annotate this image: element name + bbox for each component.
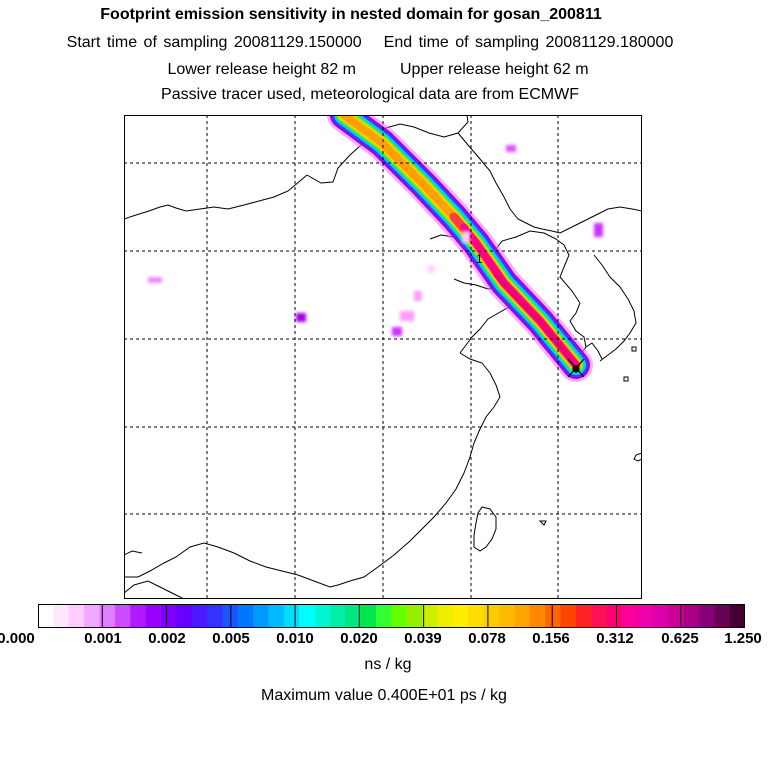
colorbar-segment — [468, 604, 485, 628]
colorbar-segment — [160, 604, 177, 628]
colorbar-segment — [529, 604, 546, 628]
sampling-time-line: Start time of sampling 20081129.150000 En… — [0, 34, 754, 52]
colorbar-segment — [637, 604, 654, 628]
colorbar-segment — [652, 604, 669, 628]
colorbar-segment — [483, 604, 500, 628]
small-islands-4 — [538, 520, 547, 526]
spot — [296, 313, 306, 322]
colorbar-segment — [268, 604, 285, 628]
colorbar-segment — [38, 604, 54, 628]
colorbar-segment — [237, 604, 254, 628]
colorbar-segment — [668, 604, 685, 628]
lat-lon-grid — [124, 115, 642, 599]
colorbar-segment — [53, 604, 70, 628]
colorbar-segment — [575, 604, 592, 628]
colorbar-segment — [452, 604, 469, 628]
plot-title: Footprint emission sensitivity in nested… — [100, 6, 602, 23]
colorbar-segment — [191, 604, 208, 628]
hainan-border — [124, 550, 143, 556]
colorbar-segment — [176, 604, 193, 628]
colorbar-tick-label: 0.312 — [596, 630, 634, 647]
colorbar-segment — [560, 604, 577, 628]
spot — [462, 231, 470, 243]
spot — [428, 265, 434, 273]
colorbar-segment — [207, 604, 224, 628]
small-islands-1 — [623, 376, 629, 382]
west-mongolia-border — [124, 174, 308, 220]
footprint-plume — [327, 115, 593, 382]
colorbar-segment — [99, 604, 116, 628]
colorbar-segment — [84, 604, 101, 628]
footprint-map: 1 — [124, 115, 642, 599]
colorbar-segment — [437, 604, 454, 628]
colorbar-tick-label: 0.000 — [0, 630, 35, 647]
south-coast — [124, 542, 339, 588]
release-site-marker — [567, 358, 585, 378]
korea-west-coast — [585, 342, 603, 360]
colorbar-tick-label: 0.625 — [661, 630, 699, 647]
start-time-label: Start time of sampling 20081129.150000 — [66, 34, 362, 51]
colorbar-segment — [130, 604, 147, 628]
end-time-label: End time of sampling 20081129.180000 — [383, 34, 674, 51]
colorbar-segment — [330, 604, 346, 628]
colorbar-tick-label: 1.250 — [724, 630, 762, 647]
korea-east-coast — [593, 254, 637, 362]
colorbar-tick-label: 0.002 — [148, 630, 186, 647]
northeast-border — [457, 132, 642, 234]
colorbar-segment — [345, 604, 362, 628]
spot — [506, 145, 516, 152]
small-islands-2 — [631, 346, 637, 352]
colorbar-segment — [729, 604, 745, 628]
colorbar-segment — [714, 604, 731, 628]
maximum-value-label: Maximum value 0.400E+01 ps / kg — [261, 687, 507, 704]
inland-border-sw — [124, 580, 185, 599]
scattered-sensitivity-spots — [148, 145, 603, 336]
lower-release-height-label: Lower release height 82 m — [167, 61, 356, 78]
colorbar-segment — [68, 604, 85, 628]
colorbar-segment — [422, 604, 439, 628]
release-height-line: Lower release height 82 m Upper release h… — [0, 61, 762, 79]
colorbar-segment — [391, 604, 408, 628]
colorbar-segment — [514, 604, 531, 628]
spot — [414, 291, 422, 301]
colorbar-segment — [499, 604, 516, 628]
colorbar-tick-label: 0.039 — [404, 630, 442, 647]
spot — [392, 327, 402, 336]
spot — [400, 311, 414, 321]
small-islands-3 — [633, 452, 642, 462]
colorbar-segment — [376, 604, 393, 628]
colorbar-segment — [698, 604, 715, 628]
colorbar-tick-label: 0.156 — [532, 630, 570, 647]
colorbar-segment — [683, 604, 700, 628]
colorbar-tick-label: 0.010 — [276, 630, 314, 647]
colorbar-segment — [114, 604, 131, 628]
colorbar-tick-label: 0.005 — [212, 630, 250, 647]
colorbar-segment — [622, 604, 639, 628]
release-marker-label: 1 — [476, 252, 483, 266]
colorbar-segment — [545, 604, 562, 628]
upper-release-height-label: Upper release height 62 m — [400, 61, 589, 78]
colorbar-segment — [283, 604, 300, 628]
map-border — [124, 115, 642, 599]
colorbar-segment — [314, 604, 331, 628]
colorbar-segment — [360, 604, 377, 628]
taiwan-island — [473, 506, 497, 552]
colorbar-segment — [406, 604, 423, 628]
colorbar-tick-label: 0.078 — [468, 630, 506, 647]
colorbar-tick-label: 0.020 — [340, 630, 378, 647]
colorbar-segment — [606, 604, 623, 628]
colorbar-segment — [253, 604, 270, 628]
jiangsu-coast — [337, 352, 501, 586]
spot — [148, 277, 162, 283]
colorbar — [38, 604, 745, 628]
colorbar-segment — [145, 604, 162, 628]
colorbar-tick-label: 0.001 — [84, 630, 122, 647]
colorbar-segment — [591, 604, 608, 628]
tracer-info-line: Passive tracer used, meteorological data… — [161, 86, 579, 103]
colorbar-border — [38, 604, 745, 628]
colorbar-segment — [299, 604, 316, 628]
spot — [594, 223, 603, 237]
colorbar-units: ns / kg — [364, 656, 412, 673]
